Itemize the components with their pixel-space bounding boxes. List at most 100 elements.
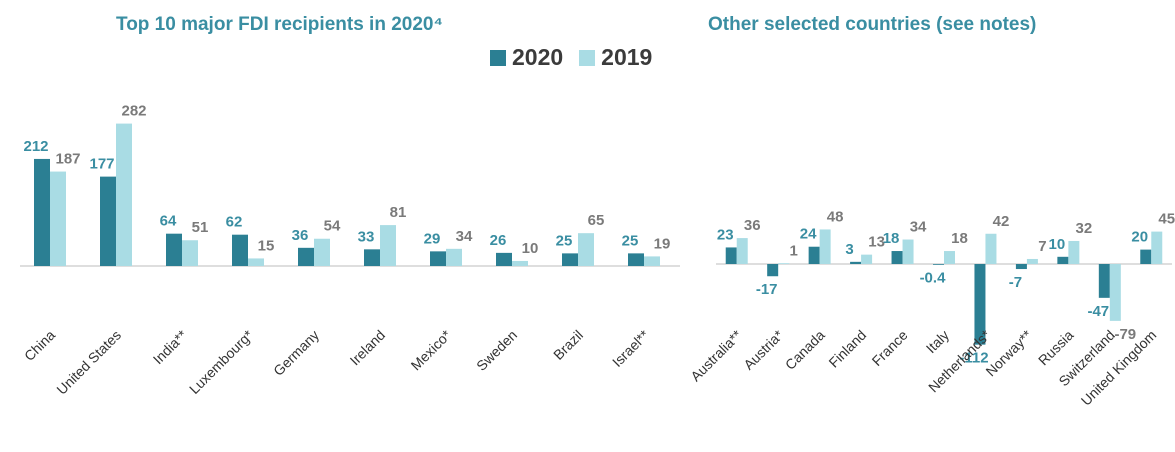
category-label: United States <box>53 327 124 398</box>
bar-2020 <box>562 253 578 266</box>
value-label-2020: 36 <box>292 227 309 244</box>
bar-2020 <box>1015 264 1027 270</box>
value-label-2019: 19 <box>654 235 671 252</box>
bar-2020 <box>1057 256 1069 264</box>
bar-2020 <box>34 158 50 266</box>
value-label-2019: 13 <box>868 234 885 251</box>
value-label-2019: 7 <box>1038 238 1046 255</box>
bar-2020 <box>933 264 944 265</box>
category-label: Sweden <box>473 327 520 374</box>
bar-2020 <box>232 234 248 266</box>
category-label: China <box>21 327 58 364</box>
value-label-2020: 26 <box>490 232 507 249</box>
legend: 2020 2019 <box>490 44 668 71</box>
legend-label-2020: 2020 <box>512 44 564 70</box>
value-label-2019: 10 <box>522 240 539 257</box>
bar-2019 <box>182 240 198 266</box>
value-label-2020: 10 <box>1049 236 1066 253</box>
value-label-2019: 34 <box>910 219 927 236</box>
value-label-2019: 65 <box>588 212 605 229</box>
value-label-2020: 177 <box>89 156 114 173</box>
chart-title-top10: Top 10 major FDI recipients in 2020⁴ <box>116 14 443 35</box>
value-label-2019: 51 <box>192 219 209 236</box>
chart-title-other: Other selected countries (see notes) <box>708 14 1037 35</box>
value-label-2020: 20 <box>1131 229 1148 246</box>
bar-2019 <box>1068 240 1080 264</box>
value-label-2020: -0.4 <box>920 269 947 286</box>
category-label: Italy <box>923 327 952 356</box>
bar-2019 <box>446 248 462 266</box>
bar-2019 <box>1109 264 1121 321</box>
category-label: India** <box>150 326 191 367</box>
category-label: Mexico* <box>408 326 455 373</box>
bar-2020 <box>496 252 512 266</box>
legend-item-2020: 2020 <box>490 44 563 71</box>
bar-2019 <box>116 123 132 266</box>
value-label-2020: 23 <box>717 226 734 243</box>
bar-2019 <box>512 260 528 266</box>
bar-2019 <box>736 238 748 264</box>
bar-2019 <box>644 256 660 266</box>
value-label-2019: 48 <box>827 208 844 225</box>
bar-2019 <box>50 171 66 266</box>
legend-item-2019: 2019 <box>579 44 652 71</box>
value-label-2019: 1 <box>790 242 798 259</box>
value-label-2019: 36 <box>744 217 761 234</box>
bar-2020 <box>1098 264 1110 298</box>
bar-2020 <box>100 176 116 266</box>
legend-label-2019: 2019 <box>601 44 653 70</box>
value-label-2020: 25 <box>622 232 639 249</box>
bar-2020 <box>628 253 644 266</box>
bar-2019 <box>380 225 396 266</box>
category-label: France <box>869 327 911 369</box>
bar-2019 <box>985 233 997 264</box>
bar-2020 <box>850 261 862 264</box>
value-label-2019: 187 <box>55 151 80 168</box>
bar-2020 <box>430 251 446 266</box>
value-label-2020: 62 <box>226 214 243 231</box>
value-label-2020: 3 <box>845 241 853 258</box>
bar-2019 <box>1026 258 1038 264</box>
value-label-2019: 282 <box>121 103 146 120</box>
value-label-2020: 29 <box>424 230 441 247</box>
value-label-2020: -7 <box>1009 274 1022 291</box>
value-label-2019: 54 <box>324 218 341 235</box>
category-label: Israel** <box>609 326 653 370</box>
value-label-2019: 45 <box>1158 211 1175 228</box>
category-label: Germany <box>270 327 322 379</box>
category-label: Australia** <box>687 326 745 384</box>
value-label-2019: 42 <box>993 213 1010 230</box>
bar-2019 <box>778 263 790 264</box>
category-label: Austria* <box>740 326 786 372</box>
category-label: Norway** <box>982 326 1035 379</box>
category-label: Canada <box>782 327 828 373</box>
value-label-2019: 15 <box>258 237 275 254</box>
category-label: Brazil <box>550 327 586 363</box>
bar-2019 <box>578 233 594 266</box>
value-label-2019: 34 <box>456 228 473 245</box>
value-label-2020: 33 <box>358 228 375 245</box>
value-label-2019: -79 <box>1114 326 1136 343</box>
bar-2019 <box>314 238 330 266</box>
value-label-2020: 18 <box>883 230 900 247</box>
bar-2020 <box>364 249 380 266</box>
value-label-2020: 24 <box>800 226 817 243</box>
bar-2020 <box>767 264 779 277</box>
category-label: Luxembourg* <box>186 326 257 397</box>
value-label-2019: 32 <box>1076 220 1093 237</box>
bar-2019 <box>861 254 873 264</box>
bar-2020 <box>166 233 182 266</box>
bar-2020 <box>808 246 820 264</box>
legend-swatch-2019 <box>579 49 596 66</box>
bar-2019 <box>819 229 831 264</box>
bar-2019 <box>248 258 264 266</box>
value-label-2020: -112 <box>959 350 988 367</box>
bar-2019 <box>902 239 914 264</box>
value-label-2020: 212 <box>23 138 48 155</box>
bar-2019 <box>1151 231 1163 264</box>
value-label-2020: 25 <box>556 232 573 249</box>
bar-2020 <box>298 247 314 266</box>
value-label-2020: -17 <box>756 281 778 298</box>
category-label: Ireland <box>347 327 389 369</box>
